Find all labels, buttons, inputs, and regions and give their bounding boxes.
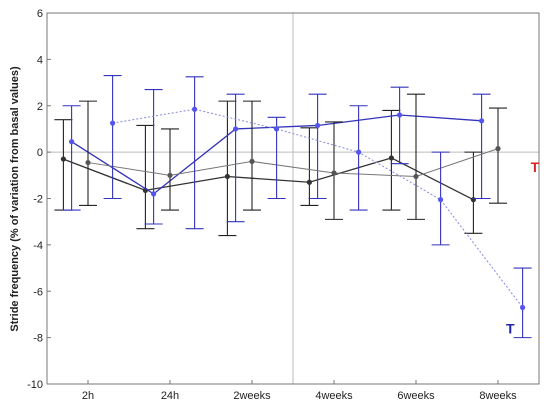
annotation-label: T bbox=[531, 159, 540, 175]
data-point bbox=[470, 197, 476, 203]
series-4 bbox=[103, 75, 532, 339]
y-tick-label: 6 bbox=[37, 8, 43, 20]
data-point bbox=[331, 170, 337, 176]
data-series bbox=[54, 75, 532, 339]
data-point bbox=[110, 120, 116, 126]
x-tick-label: 6weeks bbox=[397, 390, 435, 402]
annotation-label: T bbox=[506, 320, 515, 336]
y-tick-label: -10 bbox=[27, 379, 43, 391]
data-point bbox=[249, 158, 255, 164]
data-point bbox=[479, 118, 485, 124]
series-line bbox=[87, 148, 499, 177]
y-tick-label: 2 bbox=[37, 101, 43, 113]
data-point bbox=[192, 106, 198, 112]
x-tick-label: 2h bbox=[82, 390, 94, 402]
y-tick-label: 0 bbox=[37, 147, 43, 159]
data-point bbox=[167, 172, 173, 178]
data-point bbox=[438, 197, 444, 203]
y-tick-label: -2 bbox=[33, 194, 43, 206]
y-axis-title: Stride frequency (% of variation from ba… bbox=[9, 66, 21, 332]
data-point bbox=[413, 173, 419, 180]
data-point bbox=[69, 139, 75, 145]
data-point bbox=[520, 304, 526, 311]
data-point bbox=[397, 112, 403, 118]
x-tick-label: 24h bbox=[161, 390, 179, 402]
grid-lines bbox=[47, 13, 539, 384]
series-1 bbox=[54, 100, 483, 237]
series-line bbox=[63, 157, 474, 201]
y-tick-label: -6 bbox=[33, 286, 43, 298]
y-tick-label: 4 bbox=[37, 54, 43, 66]
data-point bbox=[306, 179, 312, 185]
axes: -10 -8 -6 -4 -2 0 2 4 6 2h 24h 2weeks 4weeks 6weeks 8w… bbox=[27, 8, 540, 402]
data-point bbox=[388, 155, 394, 161]
data-point bbox=[495, 146, 501, 152]
series-3 bbox=[79, 93, 507, 220]
data-point bbox=[233, 126, 239, 132]
annotations: TT bbox=[506, 159, 540, 336]
y-tick-label: -8 bbox=[33, 333, 43, 345]
data-point bbox=[60, 156, 66, 162]
x-tick-label: 2weeks bbox=[233, 390, 271, 402]
data-point bbox=[356, 149, 362, 155]
data-point bbox=[224, 173, 230, 180]
data-point bbox=[151, 191, 157, 197]
x-tick-label: 8weeks bbox=[479, 390, 517, 402]
series-line bbox=[112, 108, 523, 308]
data-point bbox=[315, 122, 321, 129]
data-point bbox=[274, 126, 280, 132]
data-point bbox=[85, 159, 91, 166]
x-tick-label: 4weeks bbox=[315, 390, 353, 402]
y-tick-label: -4 bbox=[33, 240, 43, 252]
